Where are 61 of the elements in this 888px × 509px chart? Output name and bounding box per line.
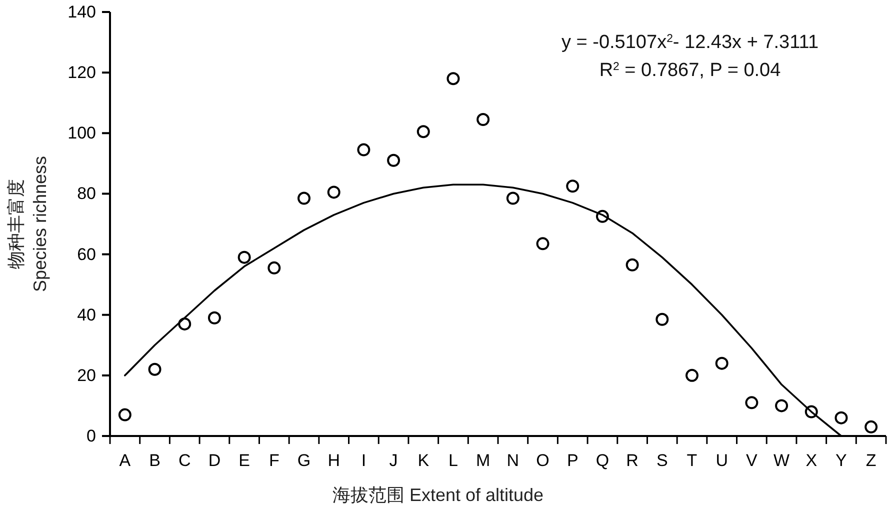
x-axis-title: 海拔范围 Extent of altitude bbox=[332, 485, 544, 505]
x-tick-label: V bbox=[746, 451, 758, 470]
point bbox=[148, 362, 162, 376]
y-tick-label: 20 bbox=[77, 366, 96, 385]
point bbox=[656, 312, 669, 326]
point bbox=[118, 408, 132, 422]
y-tick-label: 40 bbox=[77, 305, 96, 324]
point bbox=[298, 192, 310, 205]
x-tick-label: O bbox=[536, 451, 550, 470]
point bbox=[775, 399, 788, 412]
point bbox=[686, 368, 698, 382]
point bbox=[476, 113, 490, 126]
x-tick-label: D bbox=[208, 451, 221, 470]
x-tick-label: Y bbox=[836, 451, 847, 470]
x-tick-label: X bbox=[806, 451, 818, 470]
x-tick-label: P bbox=[566, 451, 578, 470]
y-tick-label: 80 bbox=[77, 184, 96, 204]
y-tick-label: 60 bbox=[77, 244, 96, 264]
point bbox=[446, 72, 460, 86]
annotation: R$^{2}$ = 0.7867, P = 0.04 bbox=[599, 60, 782, 81]
y-axis-title: 物种丰富度 Species richness bbox=[6, 156, 50, 292]
x-tick-label: S bbox=[656, 451, 668, 470]
x-tick-label: U bbox=[716, 451, 728, 470]
x-tick-label: N bbox=[506, 451, 520, 470]
x-tick-label: M bbox=[476, 451, 490, 470]
x-tick-label: J bbox=[389, 451, 398, 470]
point bbox=[268, 261, 281, 274]
y-tick-label: 120 bbox=[68, 63, 96, 82]
point bbox=[416, 125, 430, 138]
x-tick-label: L bbox=[448, 451, 458, 470]
y-tick-label: 0 bbox=[86, 426, 96, 446]
x-tick-label: E bbox=[238, 451, 250, 470]
x-tick-label: R bbox=[626, 451, 638, 470]
point bbox=[566, 180, 580, 193]
point bbox=[327, 186, 340, 199]
point bbox=[626, 258, 639, 272]
point bbox=[506, 192, 520, 205]
point bbox=[745, 396, 758, 410]
y-tick-label: 140 bbox=[68, 2, 96, 22]
point bbox=[864, 420, 878, 434]
x-tick-label: H bbox=[328, 451, 340, 470]
y-tick-label: 100 bbox=[68, 124, 96, 143]
point bbox=[208, 311, 221, 324]
point bbox=[834, 411, 848, 424]
x-tick-label: W bbox=[774, 451, 790, 470]
x-tick-label: C bbox=[178, 451, 191, 470]
x-tick-label: I bbox=[361, 451, 366, 470]
point bbox=[715, 356, 728, 370]
point bbox=[357, 143, 370, 156]
x-tick-label: F bbox=[268, 451, 280, 470]
annotation: y = -0.5107x$^{2}$- 12.43x + 7.3111 bbox=[561, 32, 819, 53]
x-tick-label: Z bbox=[866, 451, 876, 470]
x-tick-label: K bbox=[418, 451, 430, 470]
x-tick-label: T bbox=[686, 451, 698, 470]
x-tick-label: A bbox=[119, 451, 132, 470]
point bbox=[238, 250, 251, 264]
point bbox=[536, 237, 550, 250]
x-tick-label: G bbox=[297, 451, 311, 470]
x-tick-label: Q bbox=[596, 451, 610, 470]
point bbox=[387, 154, 400, 167]
x-tick-label: B bbox=[149, 451, 160, 470]
